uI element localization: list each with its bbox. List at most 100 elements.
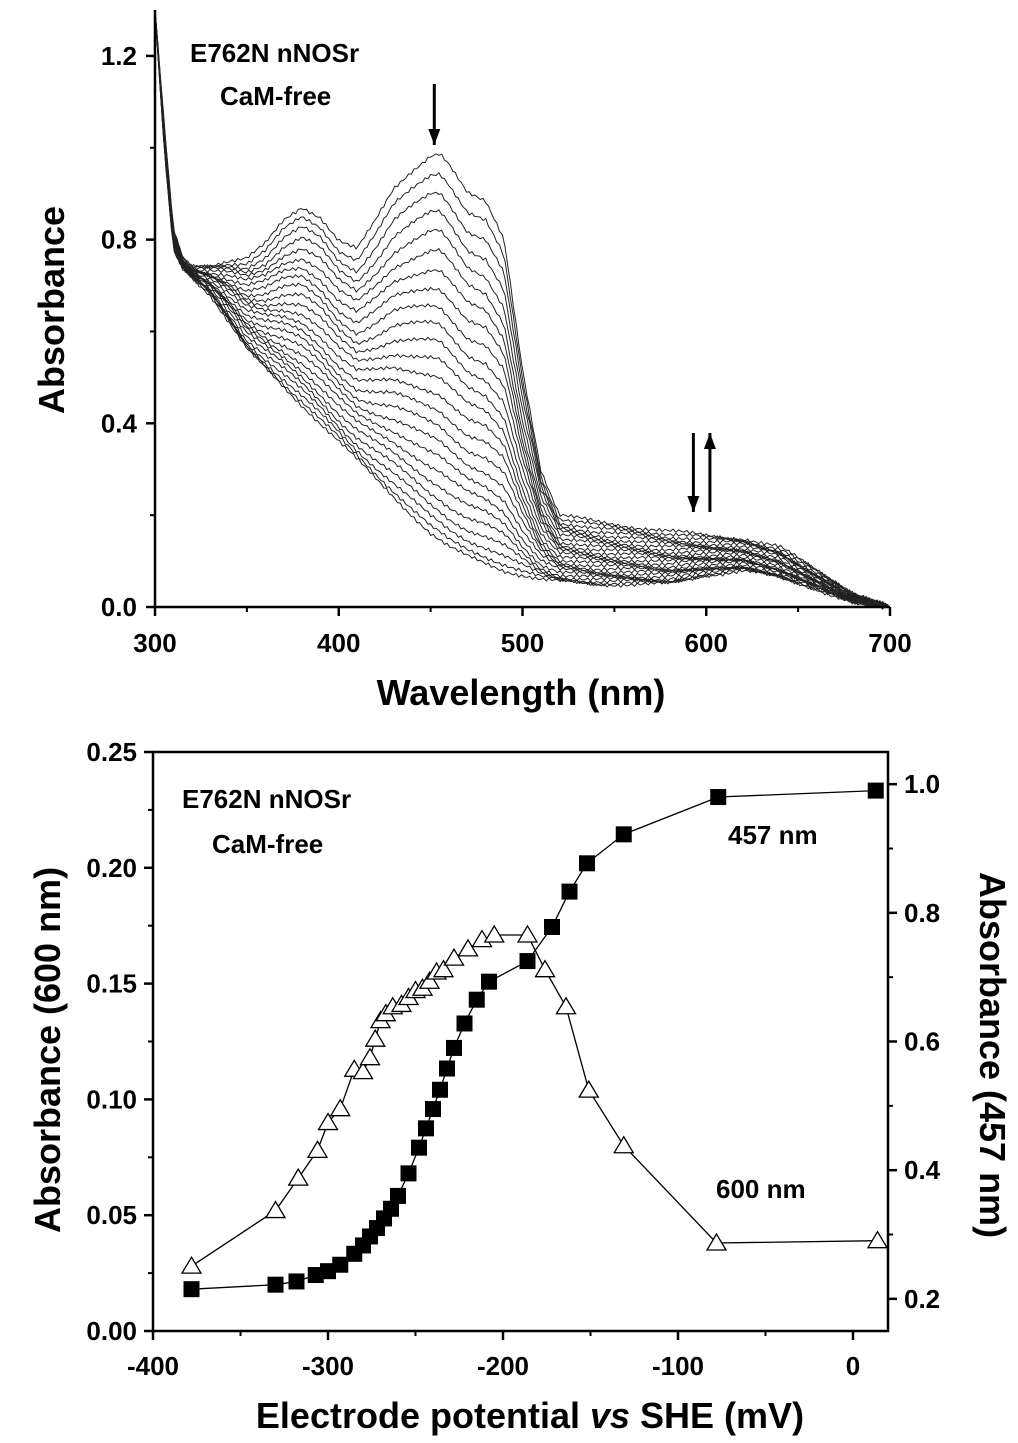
point-457nm — [615, 826, 632, 843]
spectrum-2 — [154, 11, 889, 608]
y-tick-label: 0.4 — [101, 408, 138, 438]
y-axis-label: Absorbance — [31, 206, 72, 414]
fit-457nm — [191, 789, 876, 1290]
spectrum-20 — [154, 9, 889, 606]
point-600nm — [516, 924, 539, 943]
left-y-tick-label: 0.10 — [86, 1084, 137, 1114]
point-600nm — [483, 924, 505, 943]
spectrum-24 — [154, 10, 889, 607]
spectrum-11 — [154, 9, 889, 608]
sample-label-line2: CaM-free — [220, 81, 331, 111]
sample-label-line1: E762N nNOSr — [190, 38, 359, 68]
left-y-tick-label: 0.20 — [86, 853, 137, 883]
point-457nm — [710, 789, 727, 806]
point-457nm — [468, 991, 485, 1008]
spectrum-6 — [154, 10, 889, 608]
point-600nm — [705, 1232, 728, 1251]
right-y-tick-label: 1.0 — [904, 769, 940, 799]
point-600nm — [352, 1061, 374, 1080]
point-457nm — [400, 1165, 417, 1182]
point-457nm — [307, 1267, 324, 1284]
point-600nm — [555, 996, 577, 1015]
point-600nm — [443, 947, 465, 966]
x-tick-label: -400 — [127, 1351, 179, 1381]
sample-label-line1: E762N nNOSr — [182, 784, 351, 814]
point-457nm — [411, 1139, 427, 1156]
point-457nm — [544, 918, 560, 935]
x-axis-label: Electrode potential vs SHE (mV) — [256, 1395, 804, 1436]
x-tick-label: 600 — [685, 628, 728, 658]
point-600nm — [359, 1047, 381, 1066]
spectrum-22 — [154, 11, 889, 608]
data-points — [180, 782, 889, 1298]
y-tick-label: 0.0 — [101, 592, 137, 622]
point-457nm — [561, 883, 578, 900]
right-y-axis-label: Absorbance (457 nm) — [972, 872, 1013, 1238]
x-tick-label: -100 — [652, 1351, 704, 1381]
point-457nm — [456, 1015, 473, 1032]
spectrum-16 — [154, 12, 889, 609]
spectrum-25 — [154, 9, 889, 606]
left-y-tick-label: 0.05 — [86, 1200, 137, 1230]
titration-ticks: -400 -300 -200 -100 0 0.00 0.05 0.10 0.15 0.20 0.2… — [86, 737, 940, 1381]
point-457nm — [519, 953, 536, 970]
sample-label-line2: CaM-free — [212, 829, 323, 859]
series-label-457: 457 nm — [728, 820, 818, 850]
point-600nm — [457, 938, 479, 957]
point-600nm — [866, 1230, 889, 1249]
point-457nm — [383, 1200, 399, 1217]
point-457nm — [579, 855, 595, 872]
arrow-head-down — [428, 129, 441, 145]
point-600nm — [432, 959, 455, 978]
point-600nm — [578, 1079, 600, 1098]
point-457nm — [267, 1276, 284, 1293]
spectrum-10 — [154, 12, 889, 610]
spectrum-13 — [154, 9, 889, 607]
x-tick-label: 400 — [317, 628, 360, 658]
arrow-head-up — [703, 433, 716, 449]
point-457nm — [867, 782, 884, 799]
spectrum-4 — [154, 12, 889, 610]
x-tick-label: 0 — [846, 1351, 860, 1381]
right-y-tick-label: 0.8 — [904, 898, 940, 928]
x-tick-label: 500 — [501, 628, 544, 658]
point-457nm — [425, 1101, 441, 1118]
spectrum-18 — [154, 10, 889, 607]
right-y-tick-label: 0.6 — [904, 1027, 940, 1057]
spectrum-19 — [154, 9, 889, 606]
right-y-tick-label: 0.2 — [904, 1284, 940, 1314]
right-y-tick-label: 0.4 — [904, 1155, 941, 1185]
point-600nm — [329, 1098, 351, 1117]
point-457nm — [288, 1273, 305, 1290]
arrow-head-down — [687, 496, 700, 512]
spectrum-5 — [154, 9, 889, 608]
left-y-tick-label: 0.15 — [86, 969, 137, 999]
x-tick-label: 700 — [868, 628, 911, 658]
point-600nm — [264, 1200, 287, 1219]
point-457nm — [418, 1120, 434, 1137]
point-600nm — [418, 971, 441, 989]
left-y-axis-label: Absorbance (600 nm) — [27, 867, 68, 1233]
y-tick-label: 0.8 — [101, 225, 137, 255]
point-457nm — [390, 1187, 406, 1204]
spectra-curves — [154, 9, 889, 610]
point-457nm — [320, 1263, 336, 1280]
point-600nm — [613, 1135, 635, 1154]
fit-curves — [191, 789, 878, 1290]
spectral-change-arrows — [428, 84, 716, 512]
x-tick-label: -300 — [302, 1351, 354, 1381]
left-y-tick-label: 0.00 — [86, 1316, 137, 1346]
point-457nm — [439, 1060, 455, 1077]
point-600nm — [534, 959, 556, 978]
series-label-600: 600 nm — [716, 1174, 806, 1204]
left-y-tick-label: 0.25 — [86, 737, 137, 767]
spectrum-12 — [154, 10, 889, 608]
point-457nm — [481, 973, 497, 990]
spectrum-17 — [154, 10, 889, 608]
x-tick-label: 300 — [133, 628, 176, 658]
point-457nm — [432, 1081, 448, 1098]
spectra-ticks: 300 400 500 600 700 0.0 0.4 0.8 1.2 — [101, 41, 912, 658]
x-tick-label: -200 — [477, 1351, 529, 1381]
